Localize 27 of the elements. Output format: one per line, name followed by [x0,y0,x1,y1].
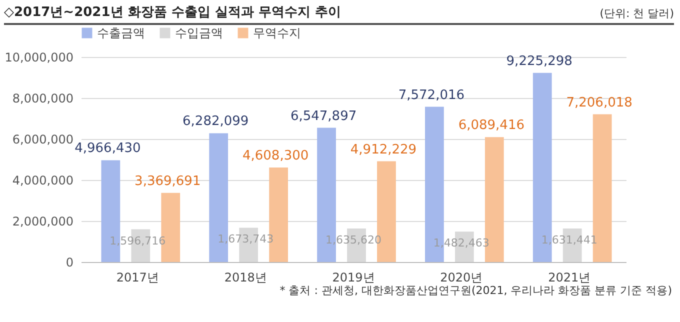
data-label: 7,572,016 [398,88,465,103]
data-label: 4,912,229 [350,142,417,158]
x-tick-label: 2019년 [332,270,375,284]
chart-title: ◇2017년~2021년 화장품 수출입 실적과 무역수지 추이 [4,4,341,21]
x-tick-label: 2018년 [224,270,267,284]
text: * 출처 : 관세청, 대한화장품산업연구원(2021, 우리나라 화장품 분류 기준 적용) [278,283,672,298]
y-tick-label: 6,000,000 [12,132,74,146]
legend-label: 수출금액 [97,26,145,40]
y-tick-label: 10,000,000 [4,50,74,64]
x-tick-label: 2020년 [440,270,483,284]
x-tick-label: 2021년 [548,270,591,284]
legend-label: 수입금액 [175,26,223,40]
data-label: 6,089,416 [458,118,524,134]
data-label: 3,369,691 [134,174,201,189]
y-tick-label: 0 [66,256,74,270]
data-label: 7,206,018 [566,95,632,110]
data-label: 4,966,430 [74,141,141,156]
data-label: 6,547,897 [290,108,357,124]
x-tick-label: 2017년 [116,270,159,284]
y-tick-label: 4,000,000 [12,174,74,188]
legend-label: 무역수지 [253,26,301,40]
data-label: 4,608,300 [242,148,309,164]
y-tick-label: 8,000,000 [12,92,74,106]
data-label: 9,225,298 [506,54,572,69]
data-label: 6,282,099 [182,114,249,130]
chart-subtitle: (단위: 천 달러) [600,6,674,21]
y-tick-label: 2,000,000 [12,214,74,228]
